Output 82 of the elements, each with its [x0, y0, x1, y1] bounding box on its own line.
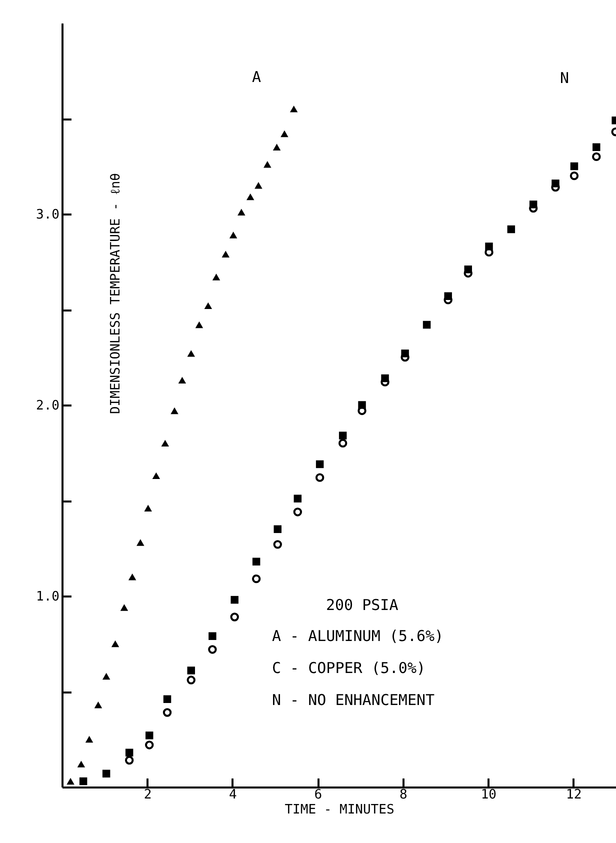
point [264, 160, 272, 168]
point [290, 106, 298, 112]
point [77, 760, 86, 768]
point [79, 777, 88, 786]
point [187, 350, 195, 357]
point [94, 702, 102, 708]
point [204, 302, 212, 310]
point [124, 756, 134, 765]
point [178, 376, 186, 384]
point [401, 350, 409, 358]
annotation: N [560, 69, 570, 87]
point [485, 242, 493, 250]
point [592, 152, 601, 162]
point [507, 225, 516, 234]
annotation: A [252, 68, 262, 86]
annotation: A - ALUMINUM (5.6%) [272, 627, 444, 645]
point [85, 736, 94, 743]
point [170, 407, 178, 414]
point [212, 274, 220, 280]
point [444, 292, 452, 300]
point [144, 504, 152, 512]
point [316, 460, 324, 468]
point [208, 645, 217, 654]
point [195, 321, 204, 328]
point [229, 232, 238, 238]
point [252, 558, 260, 566]
x-tick-label: 8 [400, 788, 408, 802]
point [162, 708, 172, 717]
x-tick-label: 2 [144, 788, 152, 802]
point [570, 171, 579, 180]
point [186, 676, 196, 684]
annotation: N - NO ENHANCEMENT [272, 691, 435, 709]
point [338, 438, 348, 448]
point [273, 540, 282, 549]
x-tick-label: 10 [480, 788, 496, 802]
y-tick-label: 3.0 [36, 208, 60, 222]
point [252, 574, 261, 584]
point [187, 666, 195, 674]
point [136, 539, 144, 546]
point [238, 208, 246, 216]
point [102, 770, 110, 778]
point [315, 473, 324, 482]
annotation: C - COPPER (5.0%) [272, 659, 426, 677]
point [111, 640, 120, 648]
point [422, 320, 431, 329]
point [274, 525, 282, 534]
point [163, 695, 172, 704]
point [254, 182, 262, 189]
point [272, 144, 281, 151]
point [222, 250, 230, 258]
x-tick-label: 4 [229, 788, 238, 802]
point [464, 266, 472, 274]
point [161, 440, 169, 447]
point [152, 472, 160, 480]
x-tick-label: 12 [566, 788, 582, 802]
point [294, 494, 302, 502]
point [529, 200, 538, 208]
point [66, 778, 74, 785]
point [246, 193, 254, 200]
point [120, 604, 128, 611]
point [102, 672, 110, 680]
point [145, 732, 154, 740]
point [125, 748, 134, 756]
point [208, 632, 216, 640]
point [145, 740, 154, 750]
x-tick-label: 6 [314, 788, 322, 802]
y-tick-label: 2.0 [36, 398, 60, 414]
point [128, 574, 136, 580]
y-tick-label: 1.0 [36, 590, 60, 604]
point [570, 162, 578, 170]
point [552, 180, 560, 188]
point [230, 596, 238, 604]
y-axis-title: DIMENSIONLESS TEMPERATURE - ℓnθ [108, 172, 124, 414]
point [381, 374, 389, 382]
point [280, 130, 288, 138]
x-axis-title: TIME - MINUTES [284, 802, 394, 818]
point [358, 401, 366, 409]
annotation: 200 PSIA [326, 596, 398, 614]
point [293, 508, 302, 516]
point [338, 432, 347, 440]
point [592, 143, 600, 152]
point [230, 612, 239, 622]
